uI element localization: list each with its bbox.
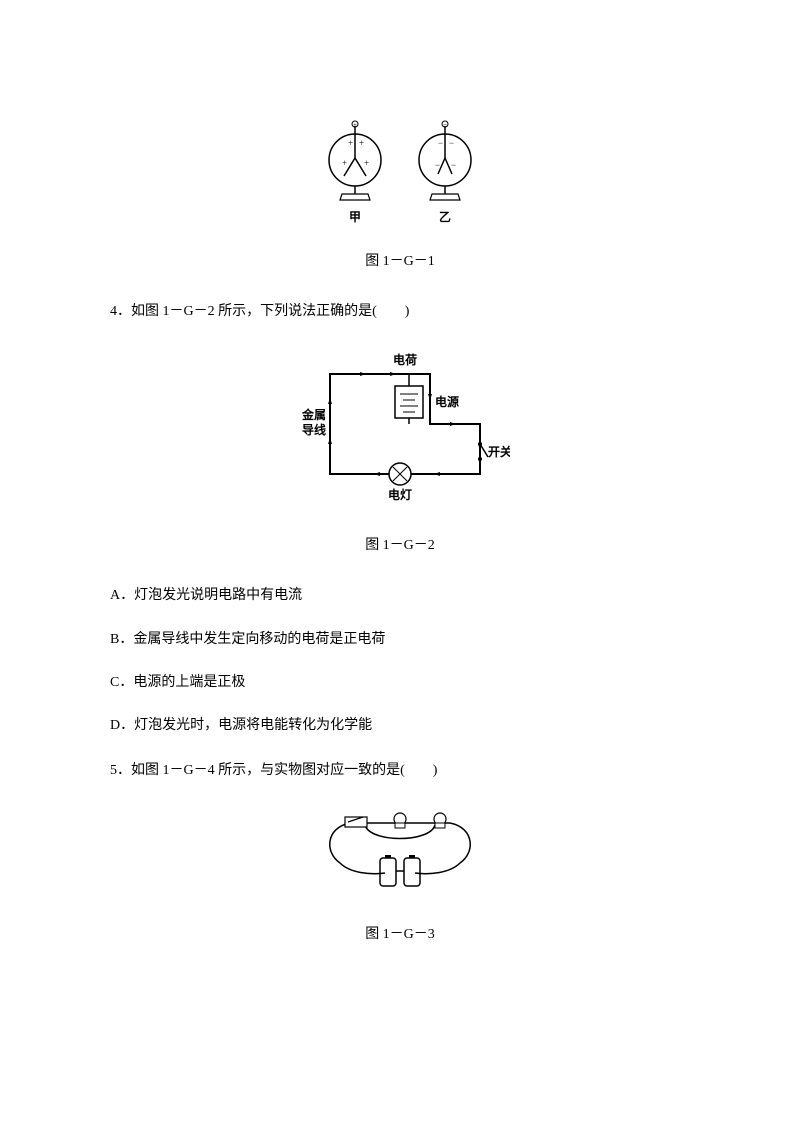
- figure-1g3: [110, 803, 690, 902]
- svg-text:−: −: [449, 138, 454, 148]
- figure-1g1-caption: 图 1－G－1: [110, 249, 690, 274]
- figure-1g3-caption: 图 1－G－3: [110, 922, 690, 947]
- electroscope-left-label: 甲: [349, 207, 361, 229]
- figure-1g1: + + + + + 甲 − −: [110, 120, 690, 229]
- svg-text:+: +: [342, 158, 347, 168]
- option-4c: C．电源的上端是正极: [110, 670, 690, 695]
- svg-text:+: +: [359, 138, 364, 148]
- label-wire2: 导线: [302, 422, 326, 437]
- electroscope-left-svg: + + + + +: [320, 120, 390, 205]
- question-4: 4．如图 1－G－2 所示，下列说法正确的是( ): [110, 299, 690, 324]
- electroscope-pair: + + + + + 甲 − −: [320, 120, 480, 229]
- figure-1g2: 电荷 金属 导线 电源 开关 电灯: [110, 344, 690, 513]
- svg-text:−: −: [451, 160, 456, 170]
- svg-text:+: +: [348, 138, 353, 148]
- label-charge: 电荷: [393, 352, 417, 367]
- top-sign-plus: +: [353, 121, 357, 129]
- label-lamp: 电灯: [388, 487, 412, 502]
- option-4d: D．灯泡发光时，电源将电能转化为化学能: [110, 713, 690, 738]
- electroscope-right-svg: − − − − −: [410, 120, 480, 205]
- svg-text:−: −: [443, 121, 447, 129]
- svg-text:−: −: [435, 160, 440, 170]
- figure-1g2-caption: 图 1－G－2: [110, 533, 690, 558]
- question-5: 5．如图 1－G－4 所示，与实物图对应一致的是( ): [110, 758, 690, 783]
- option-4b: B．金属导线中发生定向移动的电荷是正电荷: [110, 627, 690, 652]
- svg-text:+: +: [364, 158, 369, 168]
- label-source: 电源: [435, 394, 459, 409]
- electroscope-right-label: 乙: [439, 207, 451, 229]
- option-4a: A．灯泡发光说明电路中有电流: [110, 583, 690, 608]
- physical-circuit-svg: [310, 803, 490, 893]
- circuit-svg: 电荷 金属 导线 电源 开关 电灯: [290, 344, 510, 504]
- electroscope-left: + + + + + 甲: [320, 120, 390, 229]
- label-switch: 开关: [488, 444, 510, 459]
- svg-text:−: −: [438, 138, 443, 148]
- label-wire1: 金属: [301, 407, 326, 422]
- electroscope-right: − − − − − 乙: [410, 120, 480, 229]
